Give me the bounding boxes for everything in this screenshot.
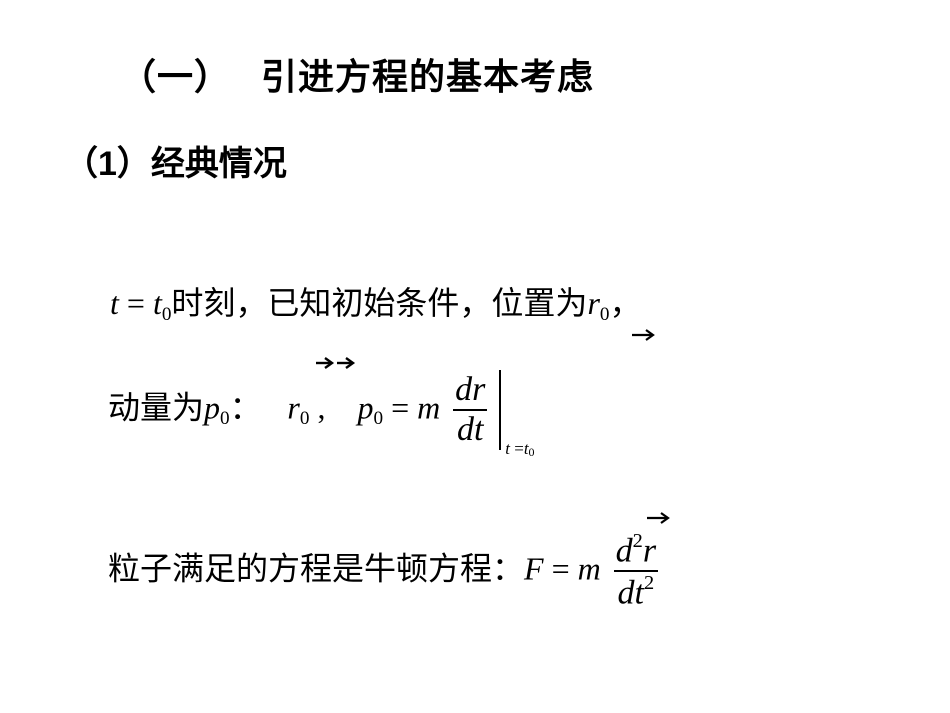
colon: ：	[230, 389, 262, 425]
vector-arrow-icon	[630, 328, 656, 342]
var-F: F	[524, 551, 544, 587]
var-t0: t	[153, 285, 162, 321]
sub-0: 0	[373, 408, 383, 429]
fraction-d2rdt2: d2r dt2	[614, 530, 658, 613]
eq-sign: =	[383, 389, 417, 425]
sub-0: 0	[220, 408, 230, 429]
var-r0: r	[587, 285, 599, 321]
sup-2: 2	[633, 530, 643, 552]
var-p0-2: p	[357, 389, 373, 425]
den-dt: dt	[618, 575, 644, 612]
eval-subscript: t =t0	[505, 439, 534, 460]
fraction-drdt: dr dt	[453, 371, 487, 449]
var-p0: p	[204, 389, 220, 425]
var-r0: r	[287, 389, 299, 425]
subtitle: （1）经典情况	[64, 136, 324, 194]
line-1: t = t0时刻，已知初始条件，位置为r0，	[110, 278, 642, 326]
sub-0: 0	[162, 304, 172, 325]
num-dr: dr	[455, 371, 485, 408]
eval-bar: t =t0	[499, 370, 501, 450]
num-r: r	[643, 532, 656, 569]
text-mid: 时刻，已知初始条件，位置为	[171, 285, 587, 321]
num-d: d	[616, 532, 633, 569]
var-t: t	[110, 285, 119, 321]
eq-sign: =	[119, 285, 153, 321]
text-pre: 动量为	[108, 389, 204, 425]
sub-0: 0	[300, 408, 310, 429]
var-m: m	[417, 389, 440, 425]
line-2: 动量为p0： r0 , p0 = m dr dt t =t0	[108, 370, 501, 450]
var-m: m	[578, 551, 601, 587]
comma: ,	[309, 389, 357, 425]
title: （一） 引进方程的基本考虑	[120, 48, 594, 100]
text-pre: 粒子满足的方程是牛顿方程：	[108, 551, 524, 587]
slide: （一） 引进方程的基本考虑 （1）经典情况 t = t0时刻，已知初始条件，位置…	[0, 0, 950, 713]
sup-2: 2	[644, 572, 654, 594]
eq-sign: =	[544, 551, 578, 587]
line-3: 粒子满足的方程是牛顿方程：F = m d2r dt2	[108, 530, 658, 613]
den-dt: dt	[457, 411, 483, 448]
comma: ，	[609, 285, 641, 321]
vector-arrow-icon	[645, 511, 671, 525]
